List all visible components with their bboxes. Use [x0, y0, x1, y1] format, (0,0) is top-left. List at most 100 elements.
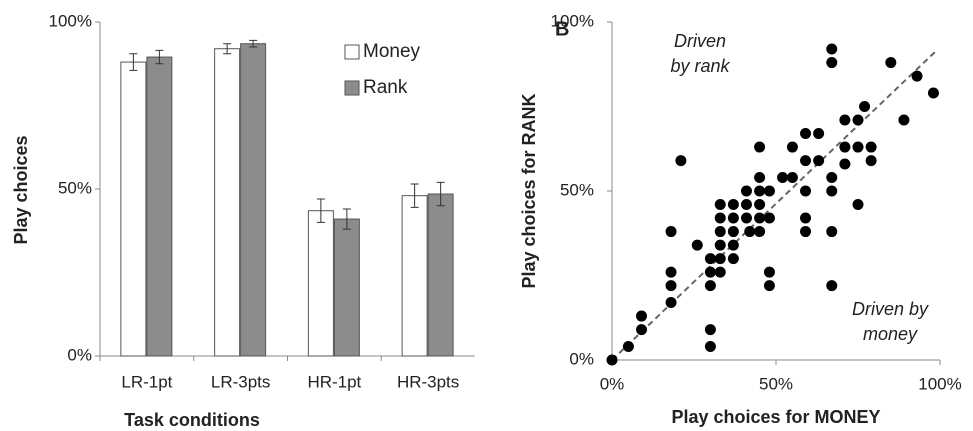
point [606, 354, 618, 366]
point [622, 340, 634, 352]
y-tick-label: 50% [58, 178, 92, 197]
point [714, 266, 726, 278]
point [826, 185, 838, 197]
point [839, 141, 851, 153]
point [852, 114, 864, 126]
point [786, 171, 798, 183]
point [927, 87, 939, 99]
point [826, 280, 838, 292]
panel-label: B [555, 18, 569, 40]
point [704, 280, 716, 292]
point [727, 253, 739, 265]
point [763, 266, 775, 278]
point [813, 128, 825, 140]
x-tick-label: 50% [759, 374, 793, 393]
point [714, 253, 726, 265]
point [727, 226, 739, 238]
bar [427, 193, 454, 357]
point [744, 226, 756, 238]
point [859, 101, 871, 112]
bar [240, 43, 267, 357]
point [754, 141, 766, 153]
point [727, 199, 739, 211]
point [865, 141, 877, 153]
bar [214, 48, 241, 357]
point [636, 310, 648, 322]
point [754, 199, 766, 211]
point [800, 212, 812, 224]
annotation: money [863, 324, 918, 344]
point [675, 155, 687, 167]
x-tick-label: HR-3pts [397, 372, 459, 391]
point [777, 171, 789, 183]
point [786, 141, 798, 153]
point [714, 212, 726, 224]
point [727, 212, 739, 224]
y-tick-label: 50% [560, 180, 594, 199]
x-axis-title: Play choices for MONEY [671, 407, 880, 427]
annotation: Driven [674, 31, 726, 51]
y-tick-label: 0% [569, 349, 594, 368]
legend-swatch [344, 44, 360, 60]
point [852, 141, 864, 153]
y-tick-label: 100% [551, 11, 594, 30]
point [665, 266, 677, 278]
point [813, 155, 825, 167]
point [727, 239, 739, 251]
bar [307, 210, 334, 357]
point [714, 226, 726, 238]
point [704, 340, 716, 352]
error-bar [223, 43, 232, 55]
x-tick-label: 100% [918, 374, 961, 393]
point [826, 43, 838, 55]
error-bar [129, 53, 138, 71]
point [754, 171, 766, 183]
reference-line [611, 51, 936, 361]
point [911, 70, 923, 82]
point [754, 226, 766, 238]
point [826, 226, 838, 238]
error-bar [436, 181, 445, 207]
point [704, 324, 716, 336]
point [800, 226, 812, 238]
point [740, 185, 752, 197]
y-tick-label: 0% [67, 345, 92, 364]
point [865, 155, 877, 167]
point [839, 158, 851, 170]
point [754, 212, 766, 224]
bar [401, 195, 428, 357]
error-bar [410, 183, 419, 208]
point [636, 324, 648, 336]
legend-label: Money [363, 41, 421, 62]
annotation: Driven by [852, 299, 929, 319]
point [714, 199, 726, 211]
y-tick-label: 100% [49, 11, 92, 30]
point [754, 185, 766, 197]
y-axis-title: Play choices [11, 135, 31, 244]
error-bar [342, 208, 351, 230]
annotation: by rank [670, 56, 730, 76]
point [839, 114, 851, 126]
point [885, 57, 897, 69]
x-tick-label: HR-1pt [307, 372, 361, 391]
point [852, 199, 864, 211]
point [704, 266, 716, 278]
point [665, 280, 677, 292]
point [800, 155, 812, 167]
point [763, 280, 775, 292]
point [763, 212, 775, 224]
error-bar [155, 49, 164, 65]
legend-label: Rank [363, 77, 408, 98]
error-bar [249, 39, 258, 48]
x-tick-label: LR-3pts [211, 372, 271, 391]
bar [333, 218, 360, 357]
point [740, 212, 752, 224]
bar [146, 56, 173, 357]
point [800, 128, 812, 140]
point [704, 253, 716, 265]
x-axis-title: Task conditions [124, 410, 260, 430]
y-axis-title: Play choices for RANK [519, 93, 539, 288]
x-tick-label: LR-1pt [121, 372, 172, 391]
error-bar [316, 198, 325, 223]
